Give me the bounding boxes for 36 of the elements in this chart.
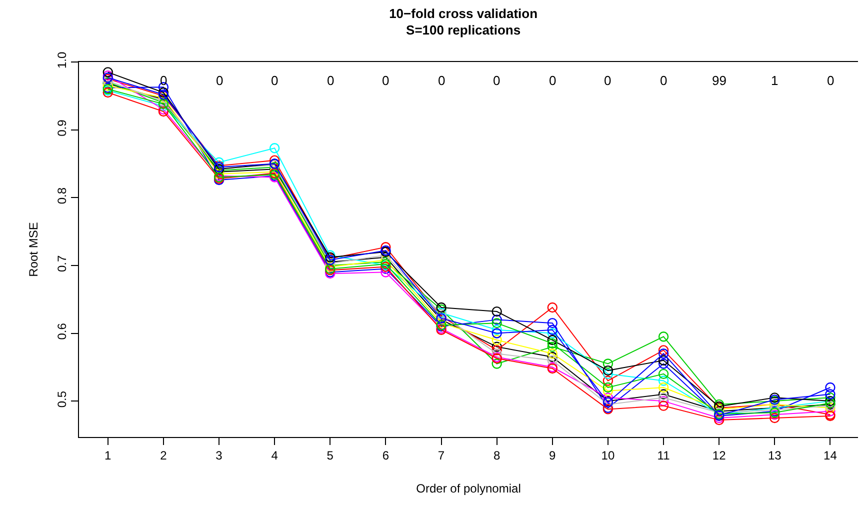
annotation: 0: [549, 73, 556, 88]
annotation: 0: [827, 73, 834, 88]
annotation: 0: [327, 73, 334, 88]
y-axis-title: Root MSE: [26, 222, 40, 277]
y-tick-label: 1.0: [55, 52, 70, 69]
x-tick-label: 13: [768, 448, 782, 462]
annotation: 99: [712, 73, 726, 88]
x-tick-label: 14: [824, 448, 838, 462]
annotation: 0: [438, 73, 446, 88]
annotation: 0: [660, 73, 668, 88]
y-tick-label: 0.7: [55, 254, 70, 272]
x-tick-label: 1: [104, 448, 112, 462]
annotation: 0: [604, 73, 612, 88]
x-tick-label: 8: [493, 448, 500, 462]
y-tick-label: 0.9: [55, 119, 70, 136]
x-tick-label: 12: [712, 448, 726, 462]
y-tick-label: 0.6: [55, 322, 70, 340]
x-tick-label: 5: [326, 448, 334, 462]
chart-title: 10−fold cross validation: [389, 6, 538, 21]
x-tick-label: 9: [549, 448, 556, 462]
annotation: 0: [271, 73, 278, 88]
x-tick-label: 7: [438, 448, 445, 462]
x-tick-label: 3: [216, 448, 223, 462]
annotation: 0: [216, 73, 224, 88]
chart-subtitle: S=100 replications: [406, 22, 521, 38]
y-tick-label: 0.8: [55, 187, 70, 204]
x-tick-label: 11: [657, 448, 670, 462]
x-tick-label: 6: [382, 448, 390, 462]
x-tick-label: 10: [601, 448, 615, 462]
x-axis-title: Order of polynomial: [416, 481, 521, 496]
x-tick-label: 4: [271, 448, 278, 462]
x-tick-label: 2: [160, 448, 168, 462]
annotation: 1: [771, 73, 778, 88]
y-tick-label: 0.5: [55, 390, 70, 408]
annotation: 0: [382, 73, 390, 88]
annotation: 0: [493, 73, 500, 88]
